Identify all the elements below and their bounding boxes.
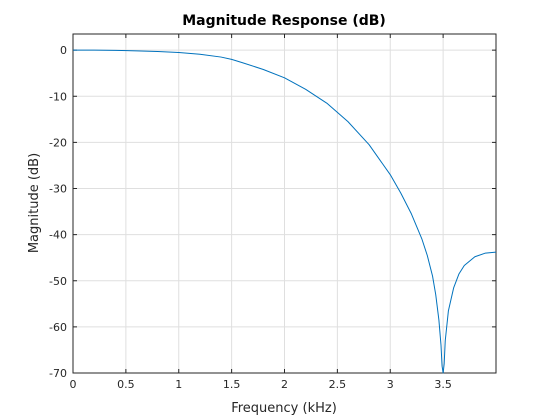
y-tick-label: -10 bbox=[49, 90, 67, 103]
x-tick-label: 3.5 bbox=[434, 378, 452, 391]
x-tick-label: 1 bbox=[175, 378, 182, 391]
y-tick-label: -30 bbox=[49, 183, 67, 196]
x-axis-label: Frequency (kHz) bbox=[231, 401, 337, 416]
axes bbox=[72, 33, 497, 374]
y-tick-label: -50 bbox=[49, 275, 67, 288]
x-tick-label: 1.5 bbox=[223, 378, 241, 391]
series-layer bbox=[73, 49, 497, 374]
x-tick-label: 2.5 bbox=[329, 378, 347, 391]
y-tick-label: -20 bbox=[49, 136, 67, 149]
x-tick-label: 3 bbox=[387, 378, 394, 391]
chart-title: Magnitude Response (dB) bbox=[182, 13, 386, 29]
y-tick-label: -60 bbox=[49, 321, 67, 334]
tick-labels: 0 0.5 1 1.5 2 2.5 3 3.5 0 -10 -20 -30 -40 -50 -60 -70 bbox=[49, 44, 452, 391]
y-tick-label: 0 bbox=[60, 44, 67, 57]
x-tick-label: 0.5 bbox=[117, 378, 135, 391]
y-tick-label: -70 bbox=[49, 367, 67, 380]
x-tick-label: 2 bbox=[281, 378, 288, 391]
y-axis-label: Magnitude (dB) bbox=[27, 153, 42, 253]
x-tick-label: 0 bbox=[70, 378, 77, 391]
grid bbox=[72, 34, 496, 374]
y-tick-label: -40 bbox=[49, 229, 67, 242]
series-line bbox=[73, 49, 497, 374]
